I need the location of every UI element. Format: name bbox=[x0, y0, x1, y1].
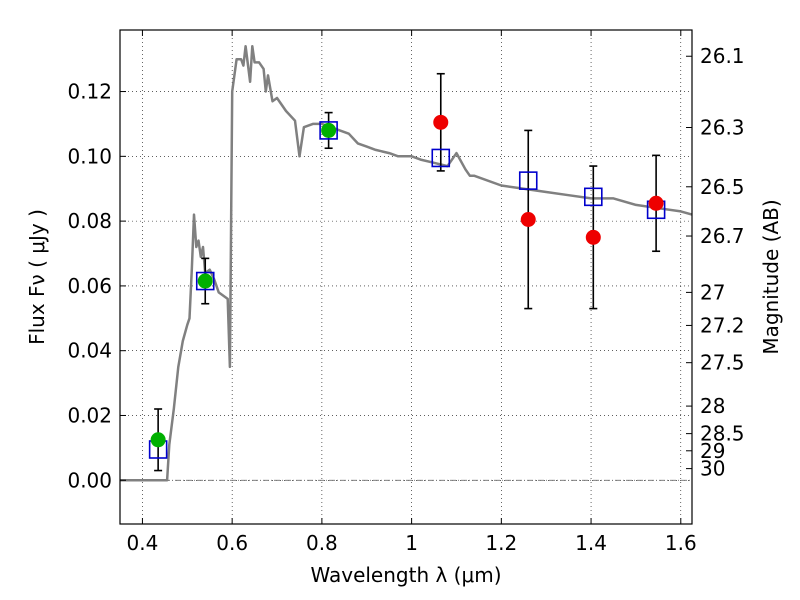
right-tick-label: 27 bbox=[700, 280, 725, 304]
green-point bbox=[150, 432, 166, 448]
point-marker-layer bbox=[150, 114, 664, 448]
x-axis-label: Wavelength λ (μm) bbox=[310, 563, 501, 587]
x-tick-label: 0.6 bbox=[216, 531, 248, 555]
right-tick-label: 26.5 bbox=[700, 175, 745, 199]
green-point bbox=[321, 122, 337, 138]
y-tick-label: 0.02 bbox=[67, 403, 112, 427]
right-tick-label: 26.3 bbox=[700, 116, 745, 140]
sed-curve bbox=[120, 44, 693, 482]
right-tick-label: 29 bbox=[700, 439, 725, 463]
grid-lines bbox=[120, 30, 692, 524]
x-tick-label: 1.6 bbox=[665, 531, 697, 555]
model-square bbox=[518, 171, 538, 190]
y-tick-label: 0.00 bbox=[67, 468, 112, 492]
y-tick-label: 0.06 bbox=[67, 274, 112, 298]
red-point bbox=[520, 212, 536, 228]
y-tick-label: 0.04 bbox=[67, 339, 112, 363]
y-ticks: 0.00 0.02 0.04 0.06 0.08 0.10 0.12 bbox=[67, 80, 126, 492]
y-axis-label: Flux Fν ( μJy ) bbox=[25, 209, 49, 345]
square-marker-layer bbox=[148, 121, 666, 459]
model-square bbox=[584, 187, 603, 207]
y-tick-label: 0.10 bbox=[67, 144, 112, 168]
right-tick-label: 27.5 bbox=[700, 351, 745, 375]
red-point bbox=[433, 114, 449, 130]
y-tick-label: 0.08 bbox=[67, 209, 112, 233]
green-point bbox=[197, 273, 213, 289]
x-tick-label: 1 bbox=[405, 531, 418, 555]
sed-curve-layer bbox=[120, 44, 693, 482]
right-tick-label: 26.1 bbox=[700, 44, 745, 68]
model-square bbox=[319, 121, 338, 140]
right-tick-label: 28 bbox=[700, 394, 725, 418]
right-tick-label: 28.5 bbox=[700, 422, 745, 446]
right-tick-label: 27.2 bbox=[700, 313, 745, 337]
plot-frame bbox=[119, 29, 693, 525]
right-tick-label: 26.7 bbox=[700, 224, 745, 248]
x-tick-label: 0.4 bbox=[127, 531, 159, 555]
x-ticks: 0.4 0.6 0.8 1 1.2 1.4 1.6 bbox=[127, 30, 697, 555]
right-tick-label: 30 bbox=[700, 457, 725, 481]
red-point bbox=[648, 195, 664, 211]
right-axis-label: Magnitude (AB) bbox=[759, 199, 783, 354]
y-tick-label: 0.12 bbox=[67, 80, 112, 104]
x-tick-label: 1.2 bbox=[485, 531, 517, 555]
model-square bbox=[195, 271, 215, 291]
model-square bbox=[431, 148, 451, 168]
x-tick-label: 0.8 bbox=[306, 531, 338, 555]
red-point bbox=[585, 229, 601, 245]
x-tick-label: 1.4 bbox=[575, 531, 607, 555]
